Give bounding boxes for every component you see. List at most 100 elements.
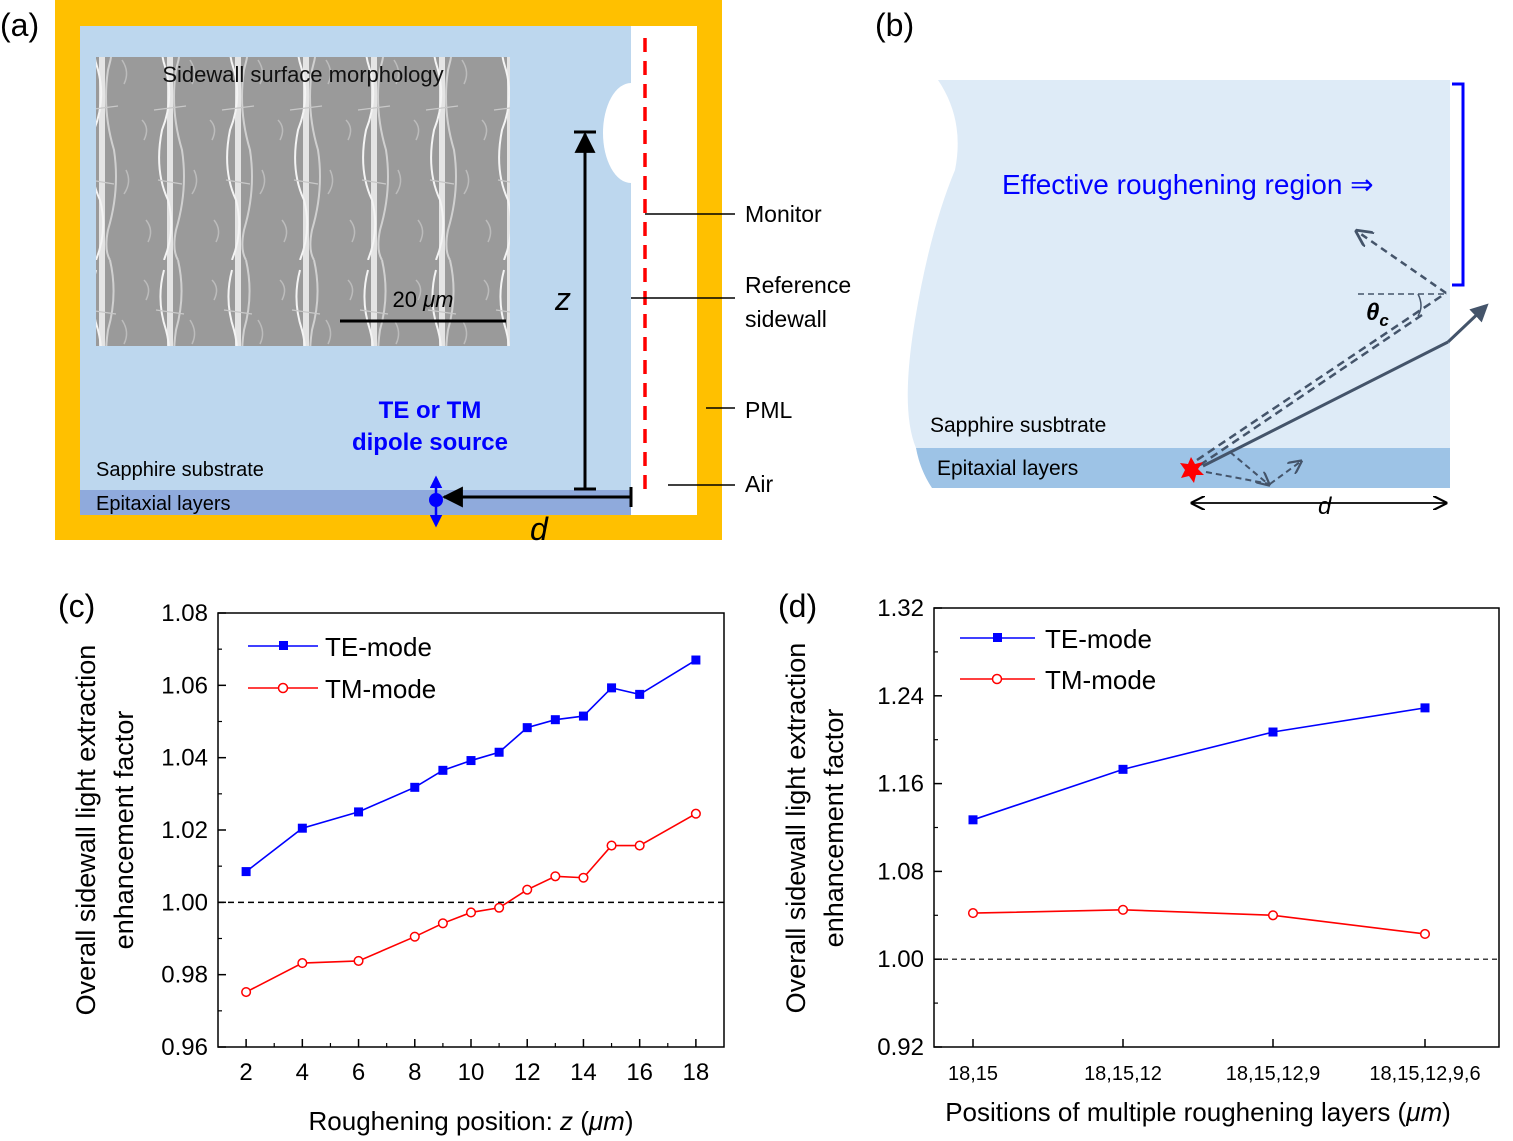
- legend-c-te-label: TE-mode: [325, 632, 432, 662]
- c-tmmode-point: [578, 872, 589, 883]
- legend-c-tm-marker: [277, 682, 289, 694]
- chart-d-ticks: 0.92 1.00 1.08 1.16 1.24 1.32 18,15 18,15,12 18,…: [877, 595, 1480, 1085]
- substrate-body: [907, 80, 1450, 448]
- d-tmmode-point: [1117, 904, 1129, 915]
- legend-d-te-label: TE-mode: [1045, 624, 1152, 654]
- chart-d-frame: [933, 607, 1500, 1048]
- c-temode-point: [635, 689, 645, 699]
- legend-c-tm-label: TM-mode: [325, 674, 436, 704]
- c-tmmode-point: [690, 808, 701, 819]
- d-xtick-label: 18,15,12,9: [1226, 1063, 1321, 1085]
- c-ytick-label: 1.04: [161, 745, 208, 772]
- source-label-line2: dipole source: [352, 429, 508, 456]
- transmitted-ray: [1446, 303, 1489, 344]
- pml-callout: PML: [745, 397, 793, 423]
- region-bracket: [1452, 82, 1465, 287]
- c-ytick-label: 1.06: [161, 672, 208, 699]
- z-label: z: [554, 281, 571, 317]
- air-callout: Air: [745, 471, 773, 497]
- sidewall-bump: [603, 83, 659, 183]
- c-tmmode-point: [437, 918, 448, 929]
- c-temode-point: [607, 683, 617, 693]
- source-label-line1: TE or TM: [379, 397, 482, 424]
- light-source-star: [1180, 457, 1204, 483]
- c-xtick-label: 2: [239, 1059, 252, 1086]
- chart-c-legend: TE-mode TM-mode: [248, 632, 436, 704]
- chart-d-xlabel: Positions of multiple roughening layers …: [945, 1097, 1451, 1127]
- legend-c-te-marker: [279, 641, 288, 650]
- d-tmmode-point: [967, 908, 979, 919]
- c-temode-point: [578, 711, 588, 721]
- legend-d-tm-label: TM-mode: [1045, 665, 1156, 695]
- panel-b: (b) Effective roughening region ⇒ θc Sap…: [875, 7, 1489, 520]
- c-temode-point: [691, 655, 701, 665]
- sem-image: [96, 57, 510, 346]
- panel-a-label: (a): [0, 7, 39, 43]
- chart-c-ylabel-1: Overall sidewall light extraction: [71, 645, 101, 1016]
- c-ytick-label: 0.96: [161, 1034, 208, 1061]
- d-xtick-label: 18,15,12: [1084, 1063, 1162, 1085]
- monitor-callout: Monitor: [745, 201, 822, 227]
- c-ytick-label: 1.08: [161, 600, 208, 627]
- d-temode-line: [972, 707, 1426, 821]
- chart-c-xlabel: Roughening position: z (μm): [309, 1106, 634, 1136]
- theta-label: θc: [1366, 299, 1389, 330]
- up-ray-small: [1229, 451, 1268, 484]
- chart-d-ylabel-1: Overall sidewall light extraction: [781, 643, 811, 1014]
- d-ytick-label: 0.92: [877, 1034, 924, 1061]
- c-ytick-label: 0.98: [161, 962, 208, 989]
- c-tmmode-point: [494, 902, 505, 913]
- d-tmmode-line: [972, 909, 1426, 935]
- substrate-label-a: Sapphire substrate: [96, 459, 264, 481]
- c-temode-line: [245, 659, 697, 873]
- chart-c-series: [241, 655, 701, 998]
- c-xtick-label: 18: [683, 1059, 710, 1086]
- c-xtick-label: 12: [514, 1059, 541, 1086]
- epitaxial-layer: [80, 490, 631, 515]
- c-xtick-label: 8: [408, 1059, 421, 1086]
- reflected-ray-2: [1199, 313, 1423, 467]
- exit-ray-small: [1269, 462, 1300, 485]
- legend-d-te-marker: [993, 633, 1002, 642]
- reference-callout-2: sidewall: [745, 306, 827, 332]
- c-tmmode-point: [550, 871, 561, 882]
- d-ytick-label: 1.32: [877, 595, 924, 622]
- substrate-label-b: Sapphire susbtrate: [930, 414, 1106, 437]
- chart-d: (d) 0.92 1.00 1.08 1.16 1.24 1.32 18,15 18,15,1…: [778, 588, 1500, 1127]
- c-temode-point: [522, 723, 532, 733]
- chart-c: (c) 0.96 0.98 1.00 1.02 1.04 1.06 1.08 2 4 6 8 10 12…: [58, 588, 725, 1136]
- d-ytick-label: 1.08: [877, 858, 924, 885]
- theta-arc: [1417, 293, 1422, 317]
- chart-d-ylabel-2: enhancement factor: [819, 709, 849, 948]
- c-xtick-label: 16: [626, 1059, 653, 1086]
- c-tmmode-point: [241, 986, 252, 998]
- c-xtick-label: 6: [352, 1059, 365, 1086]
- c-temode-point: [354, 807, 364, 817]
- epi-label-a: Epitaxial layers: [96, 493, 231, 515]
- c-temode-point: [410, 782, 420, 792]
- c-tmmode-point: [634, 840, 645, 851]
- c-xtick-label: 14: [570, 1059, 597, 1086]
- legend-d-tm-marker: [991, 673, 1003, 685]
- c-temode-point: [466, 756, 476, 766]
- d-label: d: [530, 511, 549, 547]
- c-ytick-label: 1.00: [161, 889, 208, 916]
- c-temode-point: [438, 765, 448, 775]
- c-tmmode-point: [297, 958, 308, 969]
- sem-title: Sidewall surface morphology: [162, 62, 443, 87]
- chart-c-ylabel-2: enhancement factor: [109, 711, 139, 950]
- panel-a: (a) Sidewall surface morphology 20 μm z …: [0, 0, 851, 547]
- c-tmmode-point: [522, 884, 533, 895]
- epi-label-b: Epitaxial layers: [937, 457, 1078, 480]
- panel-b-label: (b): [875, 7, 914, 43]
- d-xtick-label: 18,15: [948, 1063, 998, 1085]
- c-temode-point: [550, 715, 560, 725]
- d-temode-point: [1268, 727, 1278, 737]
- d-temode-point: [968, 815, 978, 825]
- chart-d-legend: TE-mode TM-mode: [960, 624, 1156, 695]
- chart-c-frame: [217, 612, 725, 1048]
- epi-layer-b: [916, 448, 1450, 488]
- d-temode-point: [1118, 764, 1128, 774]
- c-xtick-label: 4: [296, 1059, 309, 1086]
